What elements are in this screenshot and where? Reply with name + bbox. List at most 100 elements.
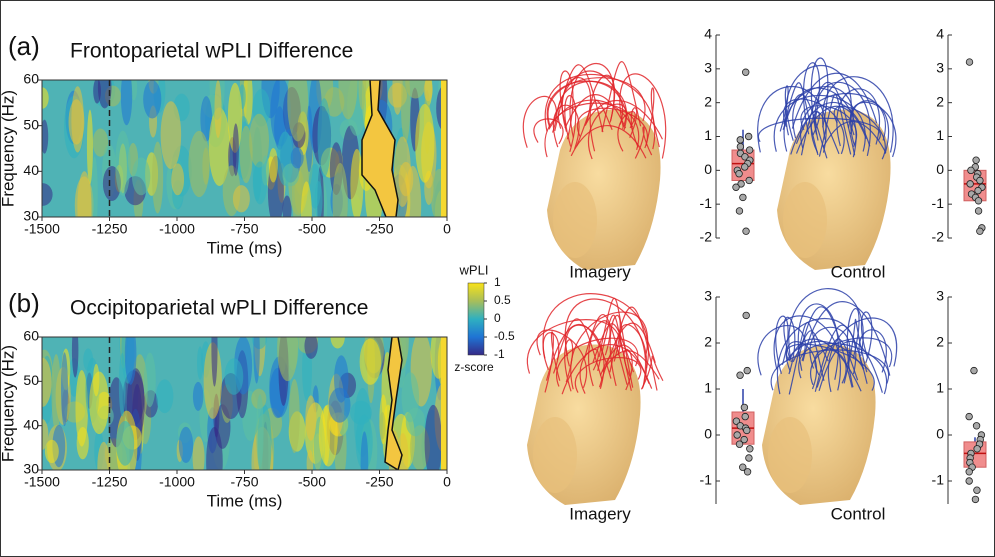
connection-arc [850, 100, 890, 155]
colorbar-tick-label: 0 [494, 311, 501, 325]
connection-arc [544, 74, 656, 150]
heatmap-blob [253, 337, 260, 384]
connection-arc [818, 340, 883, 393]
data-point [976, 176, 984, 185]
heatmap-blob [277, 337, 298, 382]
x-tick-label: -1500 [24, 474, 60, 490]
y-tick-label: -2 [700, 229, 713, 245]
connection-arc [588, 320, 611, 387]
heatmap-blob [424, 404, 442, 470]
heatmap-blob [282, 195, 292, 217]
connection-arc [546, 80, 624, 128]
connection-arc [592, 323, 635, 373]
connection-arc [788, 288, 864, 363]
data-point [972, 422, 981, 430]
heatmap-blob [338, 80, 358, 120]
data-point [735, 170, 743, 178]
y-tick-label: -1 [700, 472, 713, 488]
heatmap-blob [415, 103, 435, 183]
heatmap-blob [314, 180, 323, 217]
connection-arc [564, 298, 646, 387]
connection-arc [814, 81, 871, 156]
condition-label: Control [831, 504, 886, 523]
heatmap-blob [405, 407, 426, 437]
y-tick-label: 0 [704, 161, 712, 177]
connection-arc [556, 318, 603, 381]
connection-arc [783, 82, 819, 156]
connection-arc [569, 63, 615, 138]
colorbar [467, 282, 485, 356]
data-point [965, 468, 973, 476]
connection-arc [619, 73, 667, 159]
connection-arc [833, 105, 886, 160]
heatmap-blob [330, 337, 345, 349]
heatmap-blob [192, 381, 204, 411]
heatmap-blob [405, 80, 426, 99]
heatmap-blob [317, 98, 331, 178]
y-tick-label: 40 [23, 416, 39, 432]
heatmap-edge [441, 80, 447, 217]
connection-arc [640, 355, 664, 390]
data-point [742, 311, 750, 320]
connection-arc [589, 74, 616, 152]
heatmap-blob [93, 363, 100, 397]
face [533, 417, 577, 493]
y-tick-label: 0 [936, 161, 944, 177]
data-point [974, 186, 982, 195]
heatmap-blob [97, 80, 112, 109]
heatmap-blob [115, 421, 135, 466]
y-tick-label: 60 [23, 71, 39, 87]
heatmap-blob [156, 379, 174, 414]
heatmap-blob [318, 404, 338, 467]
heatmap-blob [200, 96, 213, 142]
heatmap-blob [304, 337, 318, 359]
y-tick-label: 0 [704, 426, 712, 442]
heatmap-blob [214, 80, 222, 139]
y-tick-label: -1 [932, 195, 945, 211]
heatmap-blob [97, 441, 110, 470]
connection-arc [542, 332, 560, 374]
data-point [739, 463, 747, 471]
y-axis-label: Frequency (Hz) [0, 345, 17, 462]
y-tick-label: -2 [932, 229, 945, 245]
data-point [744, 132, 753, 141]
heatmap-blob [77, 171, 92, 217]
connection-arc [775, 315, 789, 374]
data-point [735, 207, 744, 215]
heatmap-blob [211, 337, 218, 387]
heatmap-blob [118, 352, 126, 417]
heatmap-blob [300, 181, 312, 217]
connection-arc [533, 118, 564, 145]
significance-contour [361, 80, 399, 217]
connection-arc [601, 61, 642, 132]
data-point [974, 197, 983, 205]
connection-arc [785, 341, 818, 390]
x-tick-label: -500 [298, 221, 326, 237]
heatmap-texture [42, 337, 447, 470]
heatmap-blob [268, 147, 278, 183]
data-point [976, 227, 984, 235]
heatmap-blob [86, 109, 93, 185]
condition-label: Imagery [569, 504, 631, 523]
face [783, 182, 827, 258]
connection-arc [522, 95, 557, 148]
connection-arc [800, 92, 886, 149]
y-axis-label: Frequency (Hz) [0, 90, 17, 207]
colorbar-tick-label: -1 [494, 347, 505, 361]
data-point [740, 403, 749, 412]
x-tick-label: -1250 [92, 474, 128, 490]
y-tick-label: 3 [704, 288, 712, 304]
heatmap-blob [202, 147, 210, 185]
heatmap-blob [400, 80, 411, 143]
heatmap-blob [261, 155, 270, 186]
connection-arc [860, 311, 873, 363]
connection-arc [598, 297, 634, 388]
data-point [965, 58, 974, 66]
heatmap-blob [61, 352, 68, 427]
connection-arc [792, 87, 857, 158]
heatmap-blob [160, 101, 182, 170]
x-tick-label: -250 [365, 474, 393, 490]
heatmap-blob [143, 80, 162, 119]
y-tick-label: 50 [23, 116, 39, 132]
condition-label: Control [831, 262, 886, 281]
